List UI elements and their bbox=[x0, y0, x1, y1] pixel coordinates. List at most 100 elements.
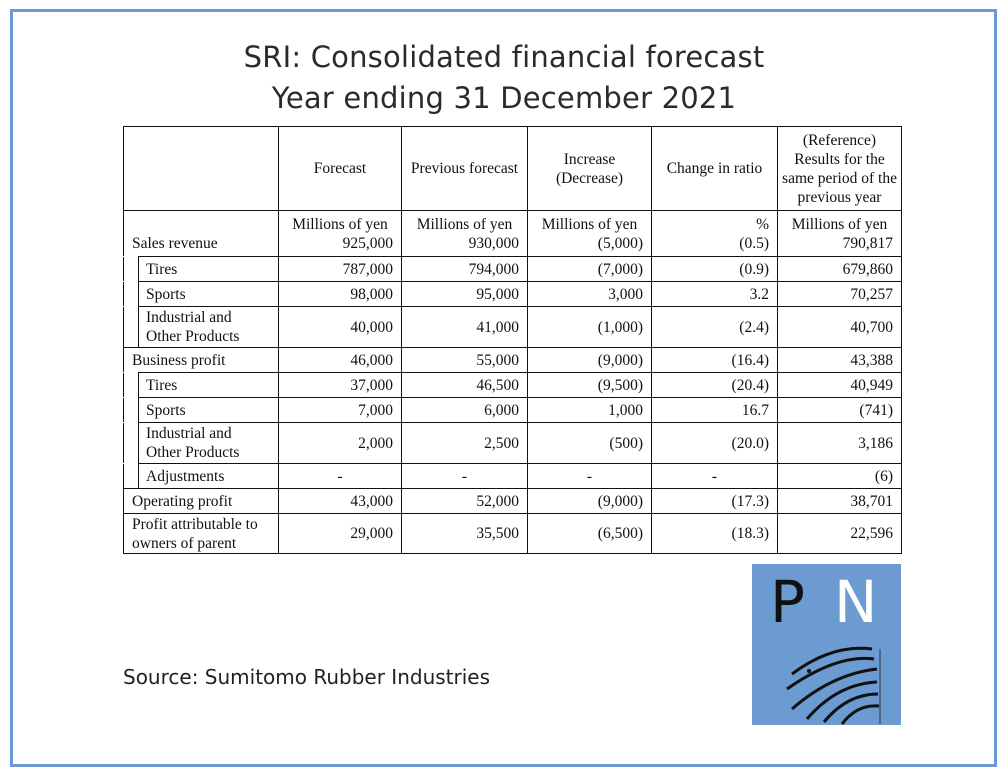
data-cell: (6) bbox=[777, 463, 902, 489]
data-cell: (9,000) bbox=[527, 347, 652, 373]
data-cell: 40,700 bbox=[777, 306, 902, 348]
data-cell: 40,949 bbox=[777, 372, 902, 398]
data-cell: (741) bbox=[777, 397, 902, 423]
data-cell: (16.4) bbox=[651, 347, 778, 373]
table-row: Adjustments - - - - (6) bbox=[123, 463, 902, 490]
forecast-table: Forecast Previous forecast Increase (Decre… bbox=[123, 126, 902, 554]
data-cell: 46,500 bbox=[401, 372, 528, 398]
data-cell: 52,000 bbox=[401, 488, 528, 514]
data-cell: 787,000 bbox=[278, 256, 402, 282]
column-header: (Reference) Results for the same period … bbox=[777, 126, 902, 211]
data-cell: 46,000 bbox=[278, 347, 402, 373]
data-cell: 2,000 bbox=[278, 422, 402, 464]
data-cell: 6,000 bbox=[401, 397, 528, 423]
data-cell: (7,000) bbox=[527, 256, 652, 282]
row-label: Industrial and Other Products bbox=[123, 422, 279, 465]
data-cell: 98,000 bbox=[278, 281, 402, 307]
data-cell: 22,596 bbox=[777, 513, 902, 554]
data-cell: (9,500) bbox=[527, 372, 652, 398]
table-row: Business profit 46,000 55,000 (9,000) (16.4)… bbox=[123, 347, 902, 373]
data-cell: 794,000 bbox=[401, 256, 528, 282]
data-cell: 29,000 bbox=[278, 513, 402, 554]
header-row: Forecast Previous forecast Increase (Decre… bbox=[123, 126, 902, 211]
data-cell: 95,000 bbox=[401, 281, 528, 307]
data-cell: 41,000 bbox=[401, 306, 528, 348]
data-cell: 3,186 bbox=[777, 422, 902, 464]
data-cell: 35,500 bbox=[401, 513, 528, 554]
row-label: Tires bbox=[123, 256, 279, 283]
row-label: Profit attributable to owners of parent bbox=[123, 513, 279, 554]
data-cell: 2,500 bbox=[401, 422, 528, 464]
data-cell: (2.4) bbox=[651, 306, 778, 348]
data-cell: 38,701 bbox=[777, 488, 902, 514]
cell-value: (0.5) bbox=[739, 235, 769, 252]
column-header: Forecast bbox=[278, 126, 402, 211]
units-label: Millions of yen bbox=[416, 216, 513, 233]
cell-value: 925,000 bbox=[342, 235, 393, 252]
data-cell: 16.7 bbox=[651, 397, 778, 423]
data-cell: Millions of yen (5,000) bbox=[527, 210, 652, 257]
cell-value: 790,817 bbox=[842, 235, 893, 252]
units-label: Millions of yen bbox=[292, 216, 388, 233]
data-cell: Millions of yen 925,000 bbox=[278, 210, 402, 257]
cell-value: (5,000) bbox=[597, 235, 643, 252]
source-note: Source: Sumitomo Rubber Industries bbox=[123, 665, 491, 689]
table-row: Industrial and Other Products 2,000 2,500(… bbox=[123, 422, 902, 465]
logo-letter-p: P bbox=[770, 568, 805, 636]
data-cell: - bbox=[527, 463, 652, 489]
units-label: % bbox=[756, 216, 769, 233]
pn-logo: P N bbox=[752, 564, 901, 725]
title-line-1: SRI: Consolidated financial forecast bbox=[243, 40, 765, 74]
table-row: Tires 787,000 794,000 (7,000) (0.9) 679,860 bbox=[123, 256, 902, 283]
data-cell: Millions of yen 790,817 bbox=[777, 210, 902, 257]
row-label: Adjustments bbox=[123, 463, 279, 490]
tire-tread-icon bbox=[786, 646, 881, 725]
data-cell: 40,000 bbox=[278, 306, 402, 348]
data-cell: - bbox=[401, 463, 528, 489]
table-row: Sports 98,000 95,000 3,000 3.2 70,257 bbox=[123, 281, 902, 308]
data-cell: 55,000 bbox=[401, 347, 528, 373]
data-cell: - bbox=[278, 463, 402, 489]
data-cell: (20.0) bbox=[651, 422, 778, 464]
data-cell: 70,257 bbox=[777, 281, 902, 307]
data-cell: (500) bbox=[527, 422, 652, 464]
units-label: Millions of yen bbox=[541, 216, 638, 233]
column-header: Increase (Decrease) bbox=[527, 126, 652, 211]
data-cell: (9,000) bbox=[527, 488, 652, 514]
data-cell: Millions of yen 930,000 bbox=[401, 210, 528, 257]
page-border bbox=[10, 9, 997, 767]
cell-value: 930,000 bbox=[468, 235, 519, 252]
data-cell: (17.3) bbox=[651, 488, 778, 514]
title-line-2: Year ending 31 December 2021 bbox=[271, 81, 737, 115]
logo-letter-n: N bbox=[834, 568, 878, 636]
row-label: Sports bbox=[123, 397, 279, 424]
data-cell: (1,000) bbox=[527, 306, 652, 348]
row-label: Sports bbox=[123, 281, 279, 308]
column-header: Change in ratio bbox=[651, 126, 778, 211]
data-cell: 3,000 bbox=[527, 281, 652, 307]
data-cell: - bbox=[651, 463, 778, 489]
units-label: Millions of yen bbox=[791, 216, 888, 233]
row-label: Tires bbox=[123, 372, 279, 399]
data-cell: % (0.5) bbox=[651, 210, 778, 257]
row-label: Business profit bbox=[123, 347, 279, 373]
table-row: Industrial and Other Products 40,000 41,00… bbox=[123, 306, 902, 349]
data-cell: 1,000 bbox=[527, 397, 652, 423]
column-header bbox=[123, 126, 279, 211]
table-row: Operating profit 43,000 52,000 (9,000) (17.3… bbox=[123, 488, 902, 514]
data-cell: (18.3) bbox=[651, 513, 778, 554]
data-cell: 3.2 bbox=[651, 281, 778, 307]
data-cell: 37,000 bbox=[278, 372, 402, 398]
data-cell: 43,000 bbox=[278, 488, 402, 514]
row-label: Operating profit bbox=[123, 488, 279, 514]
table-row: Sales revenue Millions of yen 925,000 Milli… bbox=[123, 210, 902, 257]
table-row: Sports 7,000 6,000 1,000 16.7 (741) bbox=[123, 397, 902, 424]
row-label: Industrial and Other Products bbox=[123, 306, 279, 349]
data-cell: (0.9) bbox=[651, 256, 778, 282]
row-label: Sales revenue bbox=[123, 210, 279, 257]
table-row: Tires 37,000 46,500 (9,500) (20.4) 40,949 bbox=[123, 372, 902, 399]
data-cell: 7,000 bbox=[278, 397, 402, 423]
data-cell: 679,860 bbox=[777, 256, 902, 282]
table-body: Forecast Previous forecast Increase (Decre… bbox=[123, 126, 902, 554]
data-cell: (6,500) bbox=[527, 513, 652, 554]
